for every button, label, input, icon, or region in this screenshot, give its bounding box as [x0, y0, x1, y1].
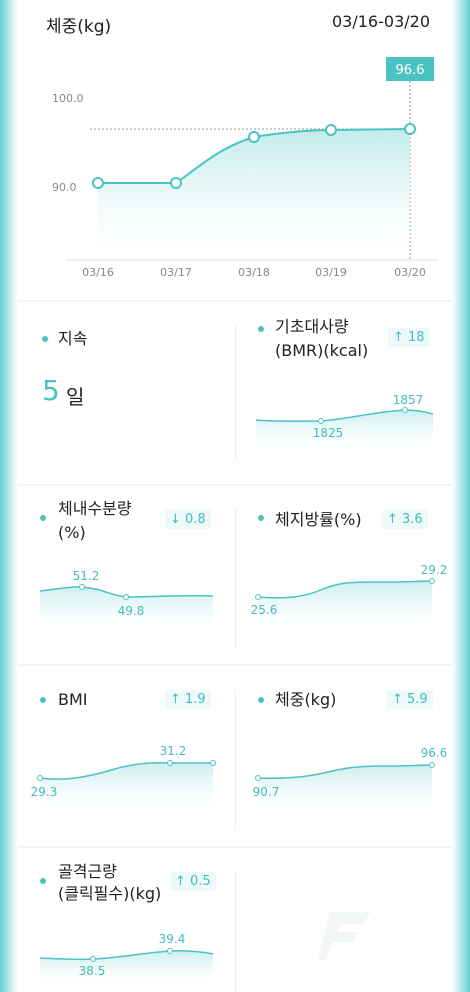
main-chart-title: 체중(kg): [46, 17, 112, 37]
bullet-icon: [40, 697, 46, 703]
bullet-icon: [40, 515, 46, 521]
bmi-title: BMI: [58, 690, 88, 709]
weight-change-badge: ↑ 5.9: [387, 690, 433, 709]
weight-max-label: 96.6: [421, 746, 448, 760]
bullet-icon: [42, 336, 48, 342]
bmr-change-badge: ↑ 18: [388, 328, 430, 347]
fat-min-label: 25.6: [251, 603, 278, 617]
water-change-badge: ↓ 0.8: [165, 510, 211, 529]
brand-f-logo-icon: [318, 912, 370, 960]
streak-value: 5: [42, 374, 60, 407]
value-tooltip-bg: [386, 57, 434, 81]
divider: [18, 664, 452, 666]
bmr-title-line1: 기초대사량: [275, 317, 349, 336]
water-sparkline: 51.2 49.8: [39, 569, 214, 636]
point-0319: [325, 124, 337, 136]
bmi-sparkline: 29.3 31.2: [31, 744, 216, 818]
fat-sparkline: 25.6 29.2: [251, 563, 448, 636]
bmi-change-badge: ↑ 1.9: [165, 690, 211, 709]
main-weight-chart[interactable]: 100.0 90.0 96.6 03/16 03/17 03/18 03/19 …: [18, 0, 452, 300]
muscle-title-line2: (클릭필수)(kg): [58, 884, 162, 903]
muscle-min-label: 38.5: [79, 964, 106, 978]
bmi-min-label: 29.3: [31, 785, 58, 799]
x-label-0318: 03/18: [238, 266, 270, 279]
y-tick-90: 90.0: [52, 181, 77, 194]
point-0317: [170, 177, 182, 189]
x-label-0319: 03/19: [315, 266, 347, 279]
water-title-line1: 체내수분량: [58, 499, 132, 518]
divider: [18, 846, 452, 848]
x-label-0317: 03/17: [160, 266, 192, 279]
column-divider: [235, 872, 236, 992]
point-0316: [92, 177, 104, 189]
muscle-max-label: 39.4: [159, 932, 186, 946]
muscle-change-badge: ↑ 0.5: [170, 872, 216, 891]
bmr-min-label: 1825: [313, 426, 344, 440]
main-area-fill: [98, 129, 410, 260]
muscle-title-line1: 골격근량: [58, 862, 117, 881]
water-min-label: 49.8: [118, 604, 145, 618]
fat-title: 체지방률(%): [275, 510, 362, 529]
point-0318: [248, 131, 260, 143]
weight-min-label: 90.7: [253, 785, 280, 799]
weight-sparkline: 90.7 96.6: [253, 746, 448, 818]
x-label-0320: 03/20: [394, 266, 426, 279]
bullet-icon: [258, 326, 264, 332]
streak-unit: 일: [66, 385, 85, 409]
weight-title: 체중(kg): [275, 690, 337, 709]
bullet-icon: [258, 697, 264, 703]
bmi-max-label: 31.2: [160, 744, 187, 758]
divider: [18, 484, 452, 486]
bmr-sparkline: 1825 1857: [255, 393, 434, 456]
column-divider: [235, 325, 236, 461]
muscle-sparkline: 38.5 39.4: [39, 932, 214, 988]
page: 체중(kg) 03/16-03/20 100.0 90.0 96.6 03/16…: [18, 0, 452, 992]
water-title-line2: (%): [58, 523, 86, 542]
water-max-label: 51.2: [73, 569, 100, 583]
streak-title: 지속: [58, 329, 88, 348]
y-tick-100: 100.0: [52, 92, 84, 105]
bmr-title-line2: (BMR)(kcal): [275, 341, 369, 360]
bullet-icon: [258, 515, 264, 521]
divider: [18, 300, 452, 302]
column-divider: [235, 508, 236, 648]
bullet-icon: [40, 878, 46, 884]
date-range[interactable]: 03/16-03/20: [332, 12, 430, 31]
x-label-0316: 03/16: [82, 266, 114, 279]
value-tooltip: 96.6: [396, 63, 425, 78]
point-0320: [404, 123, 416, 135]
fat-change-badge: ↑ 3.6: [382, 510, 428, 529]
fat-max-label: 29.2: [421, 563, 448, 577]
column-divider: [235, 690, 236, 830]
bmr-max-label: 1857: [393, 393, 424, 407]
